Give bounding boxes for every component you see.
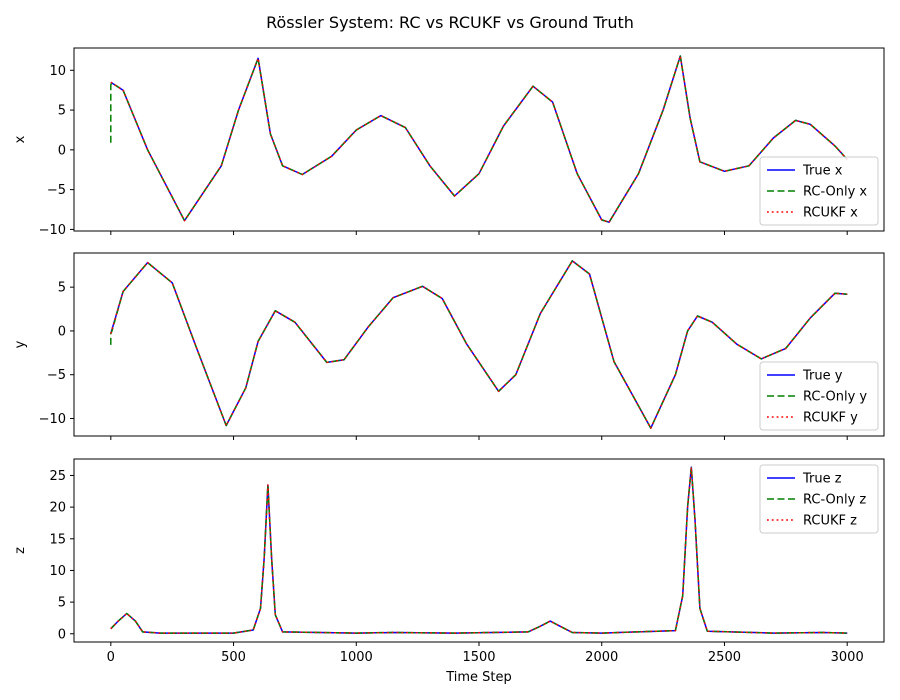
legend-box [759, 156, 879, 226]
legend-label: RC-Only z [803, 493, 866, 508]
subplot-y: −10 −5 0 5 y True y RC-Only y RCUKF y [13, 252, 885, 440]
legend: True z RC-Only z RCUKF z [759, 464, 879, 534]
series-true-x [110, 55, 848, 223]
x-tick-label: 3000 [831, 650, 864, 665]
series-rc-only-x [110, 55, 848, 223]
y-tick-label: 10 [49, 64, 66, 79]
series-rcukf-x [110, 55, 848, 223]
y-tick-label: 25 [49, 469, 66, 484]
series-true-y [110, 260, 848, 429]
legend-label: True y [802, 369, 843, 384]
y-axis-label: y [13, 340, 28, 348]
subplot-z: 0 5 10 15 20 25 0 500 1000 1500 2000 2500 3000 z Time … [13, 458, 885, 685]
x-tick-label: 1000 [340, 650, 373, 665]
x-axis-label: Time Step [445, 670, 512, 685]
legend-label: RCUKF y [803, 411, 858, 426]
legend-label: True z [802, 472, 842, 487]
y-tick-label: 0 [58, 627, 66, 642]
y-tick-label: 5 [58, 104, 66, 119]
y-tick-label: 20 [49, 501, 66, 516]
legend-label: RCUKF x [803, 206, 858, 221]
series-rc-only-y [110, 260, 848, 429]
legend: True y RC-Only y RCUKF y [759, 361, 879, 431]
subplot-x: −10 −5 0 5 10 x True x RC-Only x RCUKF x [13, 47, 885, 238]
x-tick-label: 2500 [708, 650, 741, 665]
y-tick-label: 5 [58, 596, 66, 611]
y-axis-label: x [13, 135, 28, 143]
legend: True x RC-Only x RCUKF x [759, 156, 879, 226]
legend-label: RC-Only x [803, 185, 867, 200]
chart-title: Rössler System: RC vs RCUKF vs Ground Tr… [266, 13, 634, 32]
series-rcukf-z [110, 466, 848, 634]
legend-box [759, 464, 879, 534]
x-tick-label: 0 [107, 650, 115, 665]
x-tick-label: 1500 [462, 650, 495, 665]
axes-frame [73, 458, 885, 643]
series-true-z [110, 466, 848, 634]
axes-frame [73, 47, 885, 232]
legend-box [759, 361, 879, 431]
subplots: −10 −5 0 5 10 x True x RC-Only x RCUKF x −10 −5 0 5 y… [13, 47, 885, 685]
y-tick-label: −10 [39, 223, 66, 238]
x-tick-label: 500 [221, 650, 246, 665]
y-tick-label: 15 [49, 532, 66, 547]
y-axis-label: z [13, 547, 28, 554]
x-tick-label: 2000 [585, 650, 618, 665]
y-tick-label: −5 [47, 183, 66, 198]
y-tick-label: −5 [47, 368, 66, 383]
axes-frame [73, 252, 885, 437]
legend-label: RC-Only y [803, 390, 867, 405]
y-tick-label: 0 [58, 324, 66, 339]
y-tick-label: −10 [39, 412, 66, 427]
series-rc-only-z [110, 466, 848, 634]
legend-label: True x [802, 164, 843, 179]
legend-label: RCUKF z [803, 514, 857, 529]
series-rcukf-y [110, 260, 848, 429]
y-tick-label: 0 [58, 143, 66, 158]
y-tick-label: 5 [58, 281, 66, 296]
y-tick-label: 10 [49, 564, 66, 579]
